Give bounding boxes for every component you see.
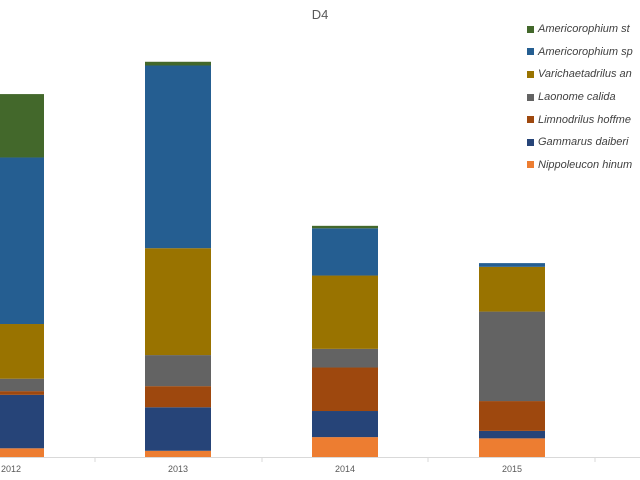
legend-item-6: Americorophium st <box>527 18 640 41</box>
legend-item-5: Americorophium sp <box>527 41 640 64</box>
bar-segment-2015-series-5 <box>479 263 545 267</box>
legend-label: Americorophium sp <box>538 45 633 58</box>
x-tick-labels-group: 2012 2013 2014 2015 <box>1 464 522 474</box>
legend-item-1: Gammarus daiberi <box>527 131 640 154</box>
bar-segment-2014-series-0 <box>312 437 378 457</box>
legend: Americorophium st Americorophium sp Varich… <box>527 18 640 176</box>
bar-segment-2013-series-2 <box>145 386 211 408</box>
legend-item-2: Limnodrilus hoffme <box>527 108 640 131</box>
bar-segment-2012-series-6 <box>0 94 44 158</box>
bar-segment-2014-series-2 <box>312 367 378 412</box>
bar-segment-2013-series-4 <box>145 248 211 356</box>
bar-segment-2012-series-4 <box>0 324 44 379</box>
bar-segment-2014-series-5 <box>312 228 378 276</box>
bar-segment-2015-series-1 <box>479 430 545 439</box>
bar-segment-2015-series-2 <box>479 401 545 431</box>
legend-item-3: Laonome calida <box>527 86 640 109</box>
x-tick-label-2014: 2014 <box>335 464 355 474</box>
x-ticks-group <box>94 457 596 462</box>
legend-label: Limnodrilus hoffme <box>538 113 631 126</box>
bars-group <box>0 61 545 457</box>
x-tick-label-2015: 2015 <box>502 464 522 474</box>
bar-segment-2015-series-0 <box>479 438 545 457</box>
legend-item-0: Nippoleucon hinum <box>527 154 640 177</box>
legend-swatch <box>527 138 534 146</box>
bar-segment-2014-series-1 <box>312 411 378 438</box>
bar-segment-2013-series-3 <box>145 355 211 387</box>
legend-item-4: Varichaetadrilus an <box>527 63 640 86</box>
legend-label: Varichaetadrilus an <box>538 68 632 81</box>
bar-segment-2015-series-4 <box>479 266 545 312</box>
legend-swatch <box>527 93 534 101</box>
legend-swatch <box>527 48 534 56</box>
chart-title: D4 <box>311 7 329 22</box>
bar-segment-2013-series-5 <box>145 65 211 249</box>
legend-swatch <box>527 70 534 78</box>
bar-segment-2012-series-2 <box>0 391 44 395</box>
legend-swatch <box>527 25 534 33</box>
legend-label: Laonome calida <box>538 91 616 104</box>
bar-segment-2014-series-3 <box>312 348 378 368</box>
legend-label: Gammarus daiberi <box>538 136 629 149</box>
legend-swatch <box>527 161 534 169</box>
bar-segment-2012-series-0 <box>0 448 44 457</box>
bar-segment-2012-series-3 <box>0 378 44 392</box>
bar-segment-2014-series-4 <box>312 275 378 349</box>
legend-label: Americorophium st <box>538 23 630 36</box>
x-tick-label-2012: 2012 <box>1 464 21 474</box>
bar-segment-2013-series-0 <box>145 450 211 457</box>
legend-swatch <box>527 116 534 124</box>
bar-segment-2013-series-1 <box>145 407 211 451</box>
bar-segment-2012-series-1 <box>0 394 44 449</box>
x-tick-label-2013: 2013 <box>168 464 188 474</box>
bar-segment-2012-series-5 <box>0 157 44 325</box>
bar-segment-2014-series-6 <box>312 225 378 229</box>
bar-segment-2013-series-6 <box>145 61 211 66</box>
bar-segment-2015-series-3 <box>479 311 545 402</box>
legend-label: Nippoleucon hinum <box>538 158 633 171</box>
